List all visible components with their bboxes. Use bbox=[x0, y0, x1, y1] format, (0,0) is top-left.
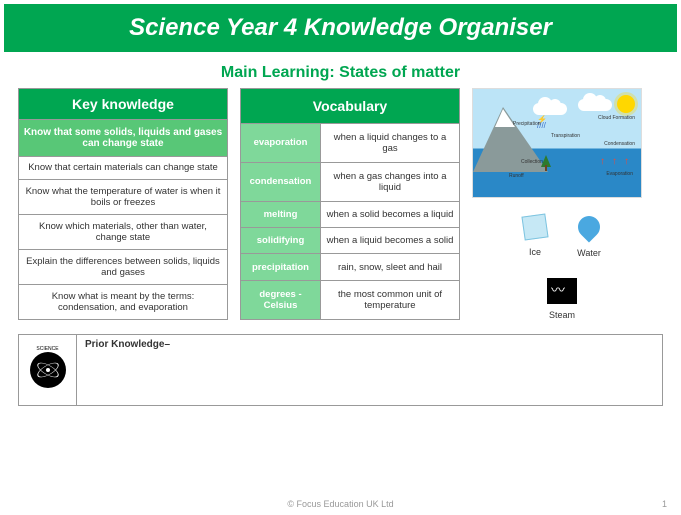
mountain-snow bbox=[495, 109, 515, 127]
diagram-column: ⚡//// ↑ ↑ ↑ Precipitation Cloud Formatio… bbox=[472, 88, 652, 320]
vocab-def: when a liquid changes to a gas bbox=[321, 123, 460, 162]
vocab-term: evaporation bbox=[241, 123, 321, 162]
vocab-term: solidifying bbox=[241, 228, 321, 254]
water-cycle-diagram: ⚡//// ↑ ↑ ↑ Precipitation Cloud Formatio… bbox=[472, 88, 642, 198]
page-title-bar: Science Year 4 Knowledge Organiser bbox=[4, 4, 677, 52]
diagram-label: Precipitation bbox=[513, 121, 541, 127]
state-label: Water bbox=[577, 248, 601, 258]
state-label: Ice bbox=[529, 247, 541, 257]
key-knowledge-table: Key knowledge Know that some solids, liq… bbox=[18, 88, 228, 320]
prior-icon-cell: SCIENCE bbox=[19, 335, 77, 405]
vocab-def: rain, snow, sleet and hail bbox=[321, 254, 460, 280]
vocab-def: when a liquid becomes a solid bbox=[321, 228, 460, 254]
vocab-def: when a gas changes into a liquid bbox=[321, 162, 460, 201]
states-row: Ice Water Steam bbox=[472, 212, 652, 320]
page-number: 1 bbox=[662, 499, 667, 509]
page-subtitle: Main Learning: States of matter bbox=[0, 56, 681, 88]
vocab-term: melting bbox=[241, 202, 321, 228]
cloud-icon bbox=[578, 99, 612, 111]
key-item: Know what the temperature of water is wh… bbox=[19, 180, 228, 215]
arrow-up-icon: ↑ bbox=[612, 156, 617, 167]
prior-knowledge-box: SCIENCE Prior Knowledge– bbox=[18, 334, 663, 406]
diagram-label: Runoff bbox=[509, 173, 524, 179]
arrow-up-icon: ↑ bbox=[624, 156, 629, 167]
vocab-def: the most common unit of temperature bbox=[321, 280, 460, 319]
diagram-label: Cloud Formation bbox=[598, 115, 635, 121]
vocab-term: condensation bbox=[241, 162, 321, 201]
atom-icon bbox=[36, 358, 60, 382]
ice-icon bbox=[521, 213, 548, 240]
steam-icon bbox=[547, 278, 577, 304]
key-item: Know that certain materials can change s… bbox=[19, 156, 228, 179]
prior-knowledge-label: Prior Knowledge– bbox=[77, 335, 178, 405]
sun-icon bbox=[617, 95, 635, 113]
key-item: Know which materials, other than water, … bbox=[19, 215, 228, 250]
state-water: Water bbox=[571, 212, 607, 258]
science-badge-icon: SCIENCE bbox=[30, 352, 66, 388]
page-title: Science Year 4 Knowledge Organiser bbox=[129, 14, 552, 41]
vocab-term: degrees - Celsius bbox=[241, 280, 321, 319]
content-row: Key knowledge Know that some solids, liq… bbox=[0, 88, 681, 320]
badge-label: SCIENCE bbox=[35, 346, 59, 352]
footer-copyright: © Focus Education UK Ltd bbox=[0, 499, 681, 509]
cloud-icon bbox=[533, 103, 567, 115]
diagram-label: Evaporation bbox=[606, 171, 633, 177]
state-ice: Ice bbox=[517, 212, 553, 258]
vocabulary-header: Vocabulary bbox=[241, 89, 460, 124]
state-steam: Steam bbox=[472, 276, 652, 320]
key-knowledge-subheader: Know that some solids, liquids and gases… bbox=[19, 119, 228, 156]
vocabulary-table: Vocabulary evaporationwhen a liquid chan… bbox=[240, 88, 460, 320]
vocab-term: precipitation bbox=[241, 254, 321, 280]
water-icon bbox=[573, 211, 604, 242]
key-item: Know what is meant by the terms: condens… bbox=[19, 284, 228, 319]
diagram-label: Transpiration bbox=[551, 133, 580, 139]
key-item: Explain the differences between solids, … bbox=[19, 250, 228, 285]
diagram-label: Condensation bbox=[604, 141, 635, 147]
key-knowledge-header: Key knowledge bbox=[19, 89, 228, 120]
diagram-label: Collection bbox=[521, 159, 543, 165]
state-label: Steam bbox=[549, 310, 575, 320]
arrow-up-icon: ↑ bbox=[600, 156, 605, 167]
vocab-def: when a solid becomes a liquid bbox=[321, 202, 460, 228]
